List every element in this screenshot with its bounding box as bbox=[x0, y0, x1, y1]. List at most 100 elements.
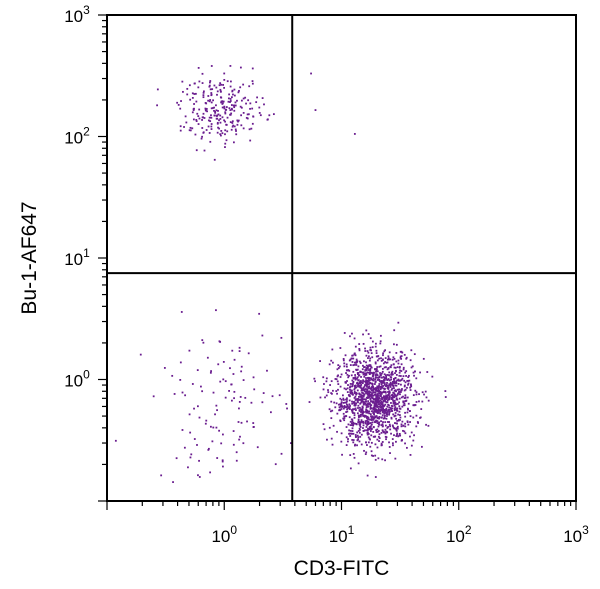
data-point bbox=[398, 405, 401, 408]
data-point bbox=[256, 96, 259, 99]
data-point bbox=[345, 444, 348, 446]
data-point bbox=[362, 364, 364, 367]
data-point bbox=[371, 385, 373, 388]
data-point bbox=[338, 408, 341, 411]
data-point bbox=[379, 412, 382, 415]
data-point bbox=[401, 388, 403, 390]
data-point bbox=[375, 342, 377, 345]
data-point bbox=[221, 460, 224, 463]
data-point bbox=[355, 402, 357, 405]
data-point bbox=[380, 357, 382, 360]
data-point bbox=[408, 379, 411, 382]
data-point bbox=[386, 411, 389, 413]
data-point bbox=[378, 433, 381, 436]
data-point bbox=[405, 356, 408, 359]
data-point bbox=[374, 458, 377, 461]
data-point bbox=[355, 368, 357, 371]
data-point bbox=[367, 357, 369, 359]
data-point bbox=[368, 379, 371, 382]
data-point bbox=[351, 420, 354, 423]
data-point bbox=[359, 435, 362, 438]
data-point bbox=[393, 404, 396, 407]
data-point bbox=[353, 384, 356, 387]
data-point bbox=[380, 406, 383, 409]
data-point bbox=[365, 398, 367, 401]
data-point bbox=[379, 373, 382, 376]
data-point bbox=[397, 392, 399, 395]
data-point bbox=[369, 405, 372, 408]
data-point bbox=[351, 439, 354, 441]
data-point bbox=[342, 359, 345, 362]
data-point bbox=[392, 391, 395, 394]
data-point bbox=[352, 380, 355, 383]
data-point bbox=[394, 384, 397, 387]
data-point bbox=[210, 114, 212, 117]
data-point bbox=[272, 113, 275, 116]
data-point bbox=[201, 72, 204, 75]
data-point bbox=[337, 388, 339, 391]
data-point bbox=[218, 429, 220, 432]
data-point bbox=[329, 384, 332, 386]
data-point bbox=[401, 405, 404, 408]
data-point bbox=[233, 141, 235, 144]
data-point bbox=[349, 385, 352, 388]
data-point bbox=[204, 422, 207, 425]
data-point bbox=[349, 335, 351, 338]
data-point bbox=[353, 416, 356, 419]
data-point bbox=[362, 371, 365, 374]
data-point bbox=[339, 376, 342, 378]
data-point bbox=[342, 417, 345, 420]
data-point bbox=[324, 396, 326, 399]
data-point bbox=[394, 414, 396, 417]
data-point bbox=[364, 388, 367, 390]
data-point bbox=[290, 442, 292, 444]
data-point bbox=[408, 374, 410, 377]
data-point bbox=[375, 431, 378, 433]
data-point bbox=[384, 361, 386, 363]
data-point bbox=[368, 387, 371, 390]
data-point bbox=[188, 413, 191, 416]
data-point bbox=[362, 373, 365, 376]
data-point bbox=[360, 419, 363, 422]
data-point bbox=[366, 432, 369, 435]
data-point bbox=[209, 88, 212, 91]
data-point bbox=[231, 120, 234, 123]
data-point bbox=[371, 394, 374, 397]
data-point bbox=[329, 410, 332, 413]
data-point bbox=[404, 425, 407, 428]
data-point bbox=[361, 413, 364, 416]
data-point bbox=[374, 415, 377, 418]
data-point bbox=[360, 433, 363, 436]
data-point bbox=[370, 371, 373, 374]
data-point bbox=[345, 365, 348, 368]
data-point bbox=[363, 372, 366, 375]
data-point bbox=[379, 334, 382, 337]
data-point bbox=[354, 407, 357, 410]
data-point bbox=[210, 116, 213, 119]
data-point bbox=[399, 393, 401, 396]
y-tick-label: 100 bbox=[64, 368, 90, 391]
data-point bbox=[388, 406, 391, 409]
data-point bbox=[223, 72, 226, 75]
data-point bbox=[359, 385, 362, 387]
data-point bbox=[409, 383, 412, 386]
data-point bbox=[350, 422, 353, 425]
data-point bbox=[395, 398, 398, 401]
data-point bbox=[375, 388, 378, 391]
data-point bbox=[200, 137, 203, 140]
data-point bbox=[356, 400, 359, 403]
data-point bbox=[378, 357, 381, 360]
data-point bbox=[359, 362, 362, 364]
data-point bbox=[183, 446, 186, 449]
data-point bbox=[383, 430, 385, 433]
data-point bbox=[391, 358, 394, 361]
data-point bbox=[233, 125, 236, 128]
data-point bbox=[394, 381, 397, 384]
data-point bbox=[367, 390, 369, 393]
data-point bbox=[226, 130, 229, 133]
data-point bbox=[374, 380, 377, 383]
data-point bbox=[395, 397, 398, 400]
data-point bbox=[387, 391, 389, 393]
data-point bbox=[379, 408, 382, 411]
data-point bbox=[363, 414, 366, 417]
